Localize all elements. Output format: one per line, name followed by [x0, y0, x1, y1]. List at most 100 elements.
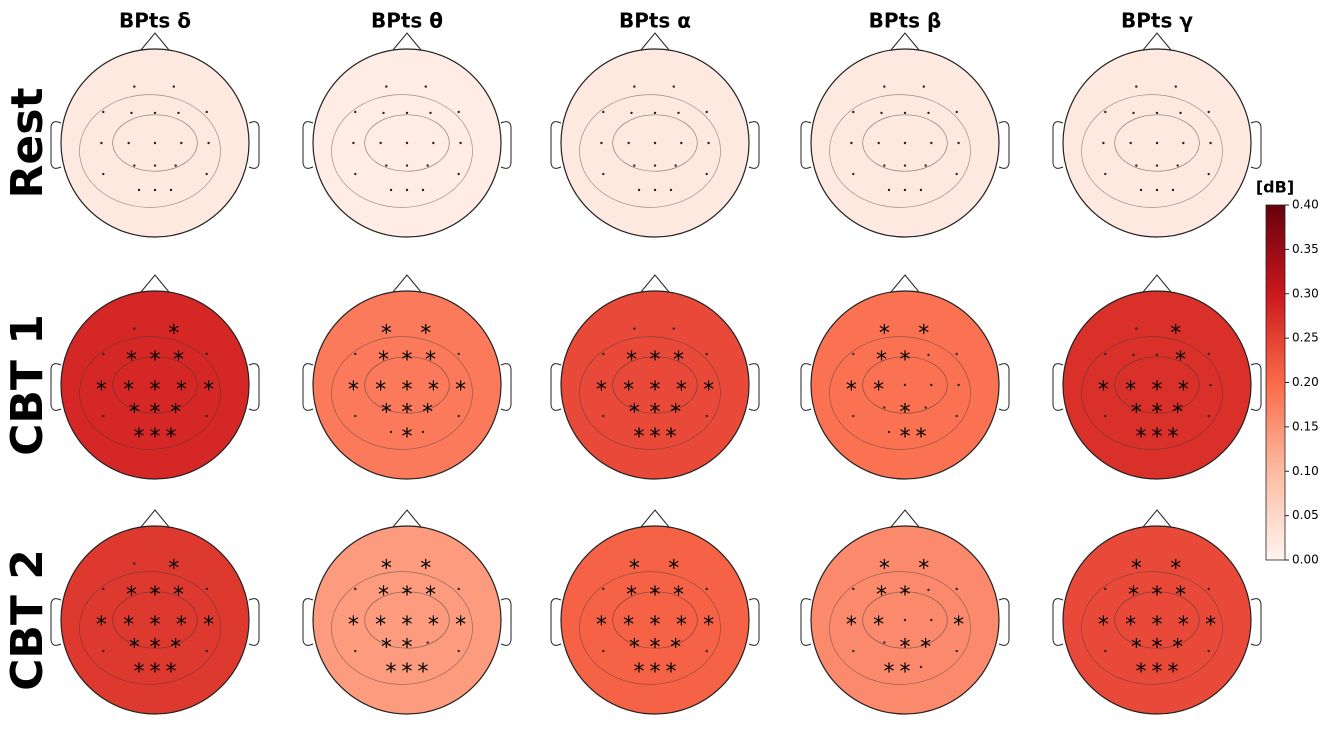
electrode	[602, 110, 605, 114]
contour	[1114, 356, 1200, 414]
electrode	[405, 164, 409, 167]
significance-star: *	[915, 425, 926, 450]
electrode	[1207, 649, 1210, 653]
significance-star: *	[150, 660, 161, 685]
ear	[302, 363, 314, 411]
significance-star: *	[676, 613, 687, 638]
electrode	[602, 587, 605, 591]
electrode	[1209, 141, 1212, 145]
significance-star: *	[165, 425, 176, 450]
electrode	[153, 164, 157, 167]
significance-star: *	[455, 378, 466, 403]
ear	[248, 598, 260, 646]
electrode	[883, 406, 886, 409]
significance-star: *	[673, 348, 684, 373]
row-label: CBT 1	[2, 314, 53, 456]
ear	[248, 121, 260, 169]
electrode	[133, 164, 136, 167]
electrode	[1179, 111, 1182, 115]
significance-star: *	[348, 378, 359, 403]
electrode	[385, 85, 388, 88]
significance-star: *	[126, 583, 137, 608]
electrode	[672, 85, 675, 88]
significance-star: *	[846, 378, 857, 403]
contour	[612, 591, 698, 649]
electrode	[602, 649, 605, 653]
significance-star: *	[425, 583, 436, 608]
electrode	[1155, 111, 1159, 115]
electrode	[680, 141, 683, 145]
significance-star: *	[650, 583, 661, 608]
electrode	[1104, 110, 1107, 114]
electrode	[432, 141, 435, 145]
significance-star: *	[96, 378, 107, 403]
significance-star: *	[402, 425, 413, 450]
electrode	[177, 111, 180, 115]
contour	[364, 356, 450, 414]
electrode	[630, 111, 633, 115]
nose	[1142, 509, 1172, 528]
electrode	[877, 141, 880, 145]
colorbar-tick-label: 0.25	[1292, 331, 1319, 345]
contour	[612, 356, 698, 414]
nose	[640, 32, 670, 51]
electrode	[600, 141, 603, 145]
electrode	[705, 352, 708, 356]
significance-star: *	[634, 660, 645, 685]
nose	[640, 509, 670, 528]
significance-star: *	[1136, 660, 1147, 685]
nose	[392, 274, 422, 293]
significance-star: *	[1131, 401, 1142, 426]
electrode	[459, 141, 462, 145]
electrode	[1104, 414, 1107, 418]
significance-star: *	[402, 401, 413, 426]
significance-star: *	[629, 401, 640, 426]
column-title: BPts θ	[371, 9, 443, 33]
significance-star: *	[1170, 557, 1181, 582]
electrode	[705, 172, 708, 176]
contour	[331, 336, 473, 450]
contour	[79, 336, 221, 450]
electrode	[1155, 164, 1159, 167]
ear	[998, 363, 1010, 411]
ear	[1250, 363, 1262, 411]
colorbar-tick-label: 0.10	[1292, 464, 1319, 478]
electrode	[852, 414, 855, 418]
electrode	[174, 164, 177, 167]
electrode	[102, 110, 105, 114]
contour	[1081, 571, 1223, 685]
significance-star: *	[650, 401, 661, 426]
contour	[862, 591, 948, 649]
significance-star: *	[1178, 613, 1189, 638]
contour	[331, 571, 473, 685]
significance-star: *	[402, 348, 413, 373]
significance-star: *	[402, 583, 413, 608]
significance-star: *	[626, 348, 637, 373]
electrode	[354, 587, 357, 591]
significance-star: *	[634, 425, 645, 450]
electrode	[426, 164, 429, 167]
electrode	[955, 414, 958, 418]
electrode	[1171, 188, 1175, 192]
contour	[112, 356, 198, 414]
electrode	[1207, 110, 1210, 114]
electrode	[653, 111, 657, 115]
electrode	[957, 383, 960, 387]
ear	[1052, 598, 1064, 646]
topomap	[312, 525, 502, 715]
ear	[50, 598, 62, 646]
electrode	[130, 111, 133, 115]
significance-star: *	[1172, 636, 1183, 661]
significance-star: *	[173, 583, 184, 608]
significance-star: *	[1170, 322, 1181, 347]
electrode	[205, 649, 208, 653]
electrode	[354, 172, 357, 176]
nose	[890, 32, 920, 51]
electrode	[169, 188, 173, 192]
ear	[550, 363, 562, 411]
ear	[500, 121, 512, 169]
electrode	[883, 641, 886, 644]
colorbar-tick-label: 0.15	[1292, 419, 1319, 433]
contour	[1114, 591, 1200, 649]
electrode	[1132, 111, 1135, 115]
